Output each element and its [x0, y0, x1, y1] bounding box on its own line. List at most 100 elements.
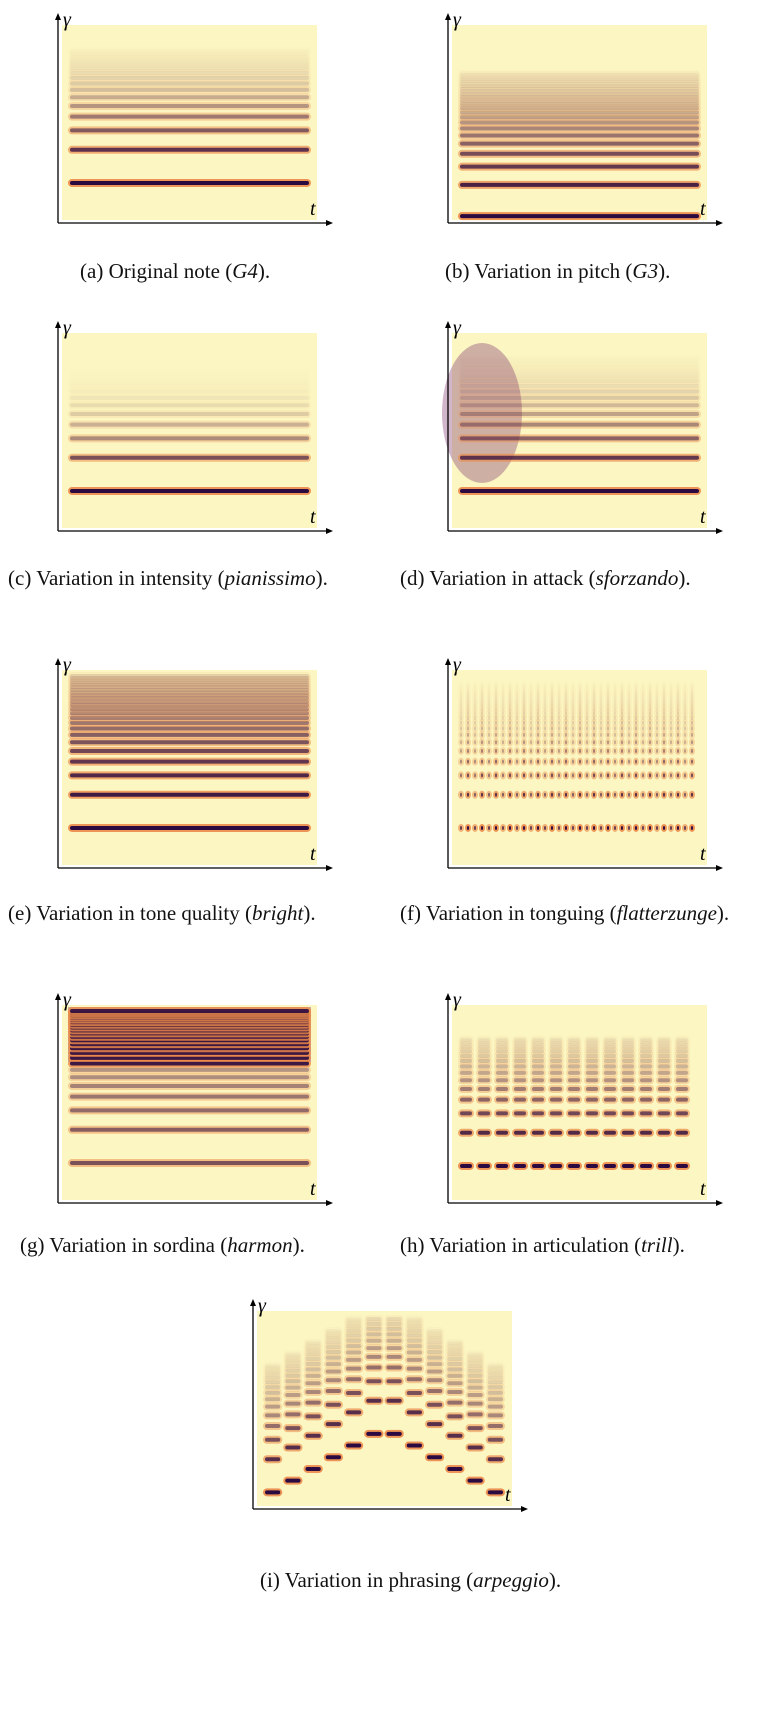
harmonic-band [447, 1367, 463, 1372]
spectrogram-panel: γt [55, 10, 333, 226]
harmonic-band [70, 1075, 309, 1080]
y-arrow [445, 993, 451, 1000]
harmonic-band [568, 1053, 580, 1058]
harmonic-band [642, 740, 644, 745]
harmonic-band [551, 683, 553, 687]
harmonic-band [530, 703, 532, 708]
harmonic-band [516, 720, 518, 725]
harmonic-band [325, 1340, 341, 1345]
harmonic-band [496, 1045, 508, 1050]
harmonic-band [406, 1328, 422, 1333]
harmonic-band [460, 95, 699, 100]
harmonic-band [677, 699, 679, 704]
harmonic-halo [566, 1047, 582, 1056]
harmonic-band [514, 1041, 526, 1046]
harmonic-halo [605, 730, 611, 739]
harmonic-halo [626, 713, 632, 722]
harmonic-halo [584, 1084, 600, 1093]
harmonic-halo [472, 713, 478, 722]
harmonic-band [663, 825, 665, 830]
harmonic-band [614, 773, 616, 778]
harmonic-band [325, 1388, 341, 1393]
harmonic-band [406, 1357, 422, 1362]
harmonic-halo [682, 757, 688, 766]
harmonic-band [544, 726, 546, 731]
caption-label: (f) [400, 901, 421, 925]
harmonic-band [460, 403, 699, 408]
harmonic-band [614, 711, 616, 716]
harmonic-band [642, 715, 644, 720]
harmonic-halo [535, 738, 541, 747]
harmonic-band [285, 1412, 301, 1417]
harmonic-halo [303, 1379, 323, 1388]
harmonic-halo [263, 1369, 283, 1378]
harmonic-halo [674, 1062, 690, 1071]
harmonic-halo [605, 724, 611, 733]
harmonic-band [607, 740, 609, 745]
harmonic-band [658, 1041, 670, 1046]
harmonic-band [579, 696, 581, 701]
harmonic-band [551, 699, 553, 704]
harmonic-halo [633, 705, 639, 714]
harmonic-band [684, 703, 686, 708]
harmonic-band [460, 120, 699, 125]
harmonic-band [70, 48, 309, 52]
harmonic-halo [507, 738, 513, 747]
harmonic-halo [542, 724, 548, 733]
harmonic-band [537, 711, 539, 716]
harmonic-halo [458, 409, 701, 418]
harmonic-halo [661, 705, 667, 714]
harmonic-band [496, 1070, 508, 1075]
harmonic-halo [530, 1047, 546, 1056]
harmonic-halo [344, 1348, 364, 1357]
harmonic-band [622, 1130, 634, 1135]
harmonic-halo [458, 87, 701, 96]
harmonic-band [523, 707, 525, 712]
harmonic-halo [68, 73, 311, 82]
harmonic-halo [458, 124, 701, 133]
harmonic-band [514, 1053, 526, 1058]
harmonic-halo [303, 1371, 323, 1380]
harmonic-halo [514, 724, 520, 733]
harmonic-halo [404, 1331, 424, 1340]
harmonic-band [677, 711, 679, 716]
harmonic-halo [675, 730, 681, 739]
harmonic-halo [605, 701, 611, 710]
harmonic-band [530, 683, 532, 687]
harmonic-band [478, 1045, 490, 1050]
harmonic-band [487, 1413, 503, 1418]
harmonic-halo [263, 1411, 283, 1420]
harmonic-halo [458, 1051, 474, 1060]
harmonic-band [478, 1130, 490, 1135]
harmonic-band [70, 1055, 309, 1060]
harmonic-band [621, 696, 623, 701]
harmonic-halo [476, 1043, 492, 1052]
harmonic-halo [640, 718, 646, 727]
harmonic-halo [493, 701, 499, 710]
harmonic-band [658, 1070, 670, 1075]
harmonic-halo [674, 1051, 690, 1060]
harmonic-band [305, 1367, 321, 1372]
harmonic-band [265, 1424, 281, 1429]
harmonics [442, 343, 701, 495]
harmonic-band [496, 1064, 508, 1069]
harmonic-band [496, 1130, 508, 1135]
harmonic-band [635, 748, 637, 753]
harmonic-halo [458, 79, 701, 88]
harmonic-halo [647, 718, 653, 727]
harmonic-band [684, 740, 686, 745]
harmonic-band [544, 683, 546, 687]
harmonic-halo [458, 113, 701, 122]
harmonic-halo [620, 1051, 636, 1060]
harmonic-band [285, 1363, 301, 1368]
harmonic-band [586, 1049, 598, 1054]
harmonic-band [607, 683, 609, 687]
harmonic-band [523, 748, 525, 753]
harmonic-halo [303, 1350, 323, 1359]
harmonic-band [691, 726, 693, 731]
harmonic-band [677, 707, 679, 712]
harmonic-band [509, 726, 511, 731]
harmonic-band [558, 707, 560, 712]
harmonic-band [656, 683, 658, 687]
harmonic-halo [514, 709, 520, 718]
